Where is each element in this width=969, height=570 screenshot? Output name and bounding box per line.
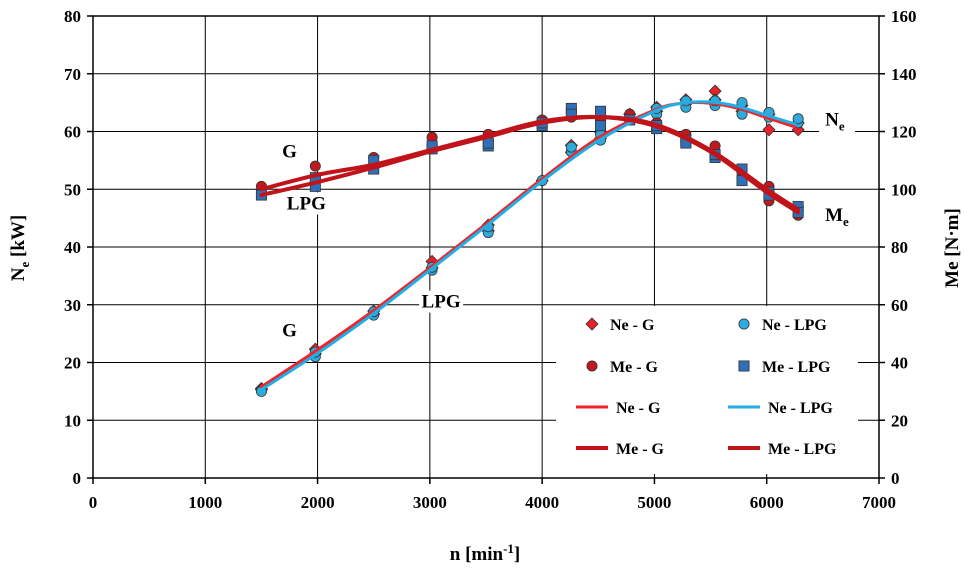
line-me-lpg	[259, 115, 801, 212]
x-tick-label: 5000	[637, 493, 671, 512]
legend-label: Ne - G	[610, 317, 655, 334]
x-tick-label: 2000	[301, 493, 335, 512]
x-axis-title: n [min-1]	[450, 541, 521, 565]
left-y-tick-label: 0	[73, 469, 82, 488]
right-y-tick-label: 140	[891, 65, 917, 84]
x-tick-label: 0	[89, 493, 98, 512]
point-ne-lpg	[565, 141, 577, 153]
legend-label: Me - LPG	[762, 359, 831, 376]
curve-annotation: LPG	[287, 193, 326, 214]
annotation-background	[284, 192, 329, 215]
legend-swatch	[585, 317, 599, 331]
annotation-background	[279, 319, 300, 342]
left-y-axis-title: Ne [kW]	[8, 215, 32, 282]
curve-annotation: G	[282, 141, 297, 162]
point-me-g	[309, 160, 321, 172]
point-ne-lpg	[792, 113, 804, 125]
legend-label: Me - G	[610, 359, 659, 376]
legend-swatch	[738, 318, 750, 330]
right-y-tick-label: 160	[891, 7, 917, 26]
legend-label: Ne - G	[616, 400, 661, 417]
legend-swatch	[586, 360, 598, 372]
right-y-tick-label: 100	[891, 180, 917, 199]
legend-swatch	[738, 360, 750, 372]
legend: Ne - G Ne - LPG Me - G Me - LPG Ne - G Ne - L…	[556, 306, 858, 474]
left-y-tick-label: 50	[64, 180, 81, 199]
annotations: G LPG G LPG Ne Me	[279, 108, 856, 342]
curve-annotation: LPG	[422, 292, 461, 313]
left-y-tick-label: 60	[64, 123, 81, 142]
right-y-tick-label: 40	[891, 354, 908, 373]
legend-label: Ne - LPG	[768, 400, 833, 417]
curve-label-background	[819, 108, 856, 135]
left-y-tick-label: 70	[64, 65, 81, 84]
fit-lines	[259, 100, 801, 392]
legend-label: Me - LPG	[768, 441, 837, 458]
right-y-tick-label: 20	[891, 411, 908, 430]
right-y-axis-title: Me [N·m]	[942, 208, 963, 288]
x-tick-labels: 0 1000 2000 3000 4000 5000 6000 7000	[89, 493, 896, 512]
right-y-tick-label: 0	[891, 469, 900, 488]
point-me-lpg	[595, 120, 607, 132]
point-ne-g	[762, 123, 776, 137]
left-y-tick-label: 80	[64, 7, 81, 26]
left-y-tick-label: 30	[64, 296, 81, 315]
legend-label: Ne - LPG	[762, 317, 827, 334]
annotation-background	[419, 290, 464, 313]
line-ne-g	[259, 100, 797, 389]
plot-frame	[87, 15, 885, 484]
left-y-tick-label: 10	[64, 411, 81, 430]
right-y-tick-labels: 0 20 40 60 80 100 120 140 160	[891, 7, 917, 488]
curve-label: Me	[825, 205, 849, 229]
curve-annotation: G	[282, 321, 297, 342]
line-ne-lpg	[259, 100, 797, 392]
left-y-tick-label: 20	[64, 354, 81, 373]
left-y-tick-label: 40	[64, 238, 81, 257]
x-tick-label: 3000	[413, 493, 447, 512]
legend-label: Me - G	[616, 441, 665, 458]
x-tick-label: 4000	[525, 493, 559, 512]
x-tick-label: 6000	[750, 493, 784, 512]
left-y-tick-labels: 0 10 20 30 40 50 60 70 80	[64, 7, 81, 488]
right-y-tick-label: 80	[891, 238, 908, 257]
point-me-lpg	[595, 105, 607, 117]
x-tick-label: 7000	[862, 493, 896, 512]
curve-label-background	[819, 204, 856, 231]
right-y-tick-label: 60	[891, 296, 908, 315]
annotation-background	[279, 140, 300, 163]
curve-label: Ne	[825, 110, 845, 134]
right-y-tick-label: 120	[891, 123, 917, 142]
x-tick-label: 1000	[188, 493, 222, 512]
